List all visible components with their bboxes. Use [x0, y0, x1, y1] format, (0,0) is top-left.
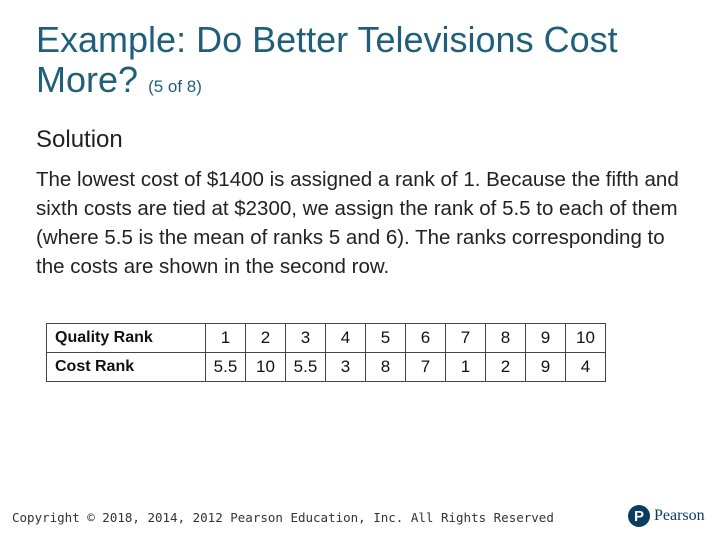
table-cell: 7 [405, 352, 446, 382]
row-label: Quality Rank [46, 323, 206, 353]
copyright-footer: Copyright © 2018, 2014, 2012 Pearson Edu… [12, 510, 554, 525]
title-subtitle: (5 of 8) [148, 77, 202, 96]
table-row: Cost Rank 5.5 10 5.5 3 8 7 1 2 9 4 [46, 352, 606, 382]
table-cell: 2 [485, 352, 526, 382]
pearson-logo-text: Pearson [654, 507, 705, 524]
page-title: Example: Do Better Televisions Cost More… [36, 20, 696, 107]
rank-table: Quality Rank 1 2 3 4 5 6 7 8 9 10 Cost Rank 5.5 10 5.5… [46, 323, 606, 382]
table-cell: 9 [525, 352, 566, 382]
table-cell: 5.5 [205, 352, 246, 382]
table-cell: 5.5 [285, 352, 326, 382]
table-cell: 5 [365, 323, 406, 353]
table-cell: 7 [445, 323, 486, 353]
table-row: Quality Rank 1 2 3 4 5 6 7 8 9 10 [46, 323, 606, 353]
table-cell: 8 [365, 352, 406, 382]
solution-paragraph: The lowest cost of $1400 is assigned a r… [36, 168, 679, 278]
table-cell: 8 [485, 323, 526, 353]
table-cell: 1 [445, 352, 486, 382]
table-cell: 4 [565, 352, 606, 382]
table-cell: 10 [565, 323, 606, 353]
pearson-logo: P Pearson [628, 505, 705, 527]
table-cell: 3 [285, 323, 326, 353]
table-cell: 10 [245, 352, 286, 382]
table-cell: 9 [525, 323, 566, 353]
title-main: Example: Do Better Televisions Cost More… [36, 19, 618, 100]
table-cell: 6 [405, 323, 446, 353]
table-cell: 4 [325, 323, 366, 353]
table-cell: 1 [205, 323, 246, 353]
table-cell: 3 [325, 352, 366, 382]
table-cell: 2 [245, 323, 286, 353]
pearson-logo-icon: P [628, 505, 650, 527]
section-heading: Solution [36, 126, 123, 153]
row-label: Cost Rank [46, 352, 206, 382]
